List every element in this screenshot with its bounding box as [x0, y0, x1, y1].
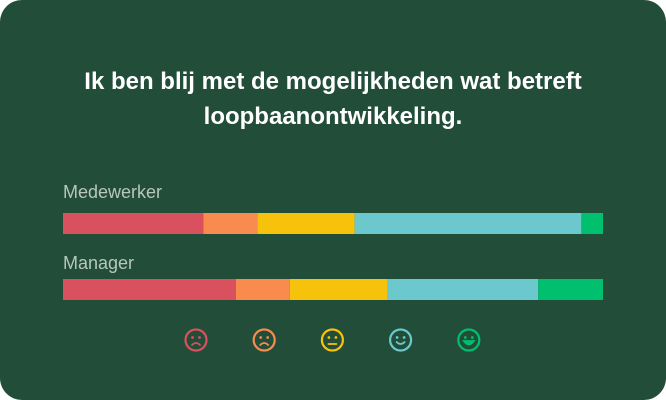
face-eye [198, 336, 201, 339]
face-eye [327, 336, 331, 339]
face-eye [463, 336, 467, 339]
face-mouth [462, 340, 476, 346]
face-mouth [259, 342, 270, 346]
legend-face [389, 328, 413, 352]
face-outline [252, 328, 276, 352]
bar-segment [354, 213, 582, 234]
chart-title: Ik ben blij met de mogelijkheden wat bet… [84, 68, 582, 130]
face-eye [259, 336, 263, 339]
bar-segment [257, 213, 355, 234]
bar-segment [538, 279, 603, 300]
face-eye [266, 336, 270, 339]
bar-segment [203, 213, 258, 234]
face-eye [191, 336, 194, 339]
face-mouth [191, 342, 201, 346]
legend-face [184, 328, 208, 352]
bar-segment [63, 213, 204, 234]
bar-segment [289, 279, 387, 300]
category-label: Manager [63, 253, 134, 273]
legend-face [252, 328, 276, 352]
face-eye [402, 336, 406, 339]
legend-face [320, 328, 344, 352]
face-outline [320, 328, 344, 352]
face-mouth [395, 341, 406, 345]
legend-face [457, 328, 481, 352]
face-outline [389, 328, 413, 352]
face-eye [395, 336, 399, 339]
bar-segment [387, 279, 539, 300]
bar-segment [63, 279, 236, 300]
category-label: Medewerker [63, 182, 162, 202]
face-eye [470, 336, 474, 339]
face-outline [184, 328, 208, 352]
face-eye [334, 336, 338, 339]
bar-segment [235, 279, 290, 300]
face-outline [457, 328, 481, 352]
bar-segment [581, 213, 603, 234]
